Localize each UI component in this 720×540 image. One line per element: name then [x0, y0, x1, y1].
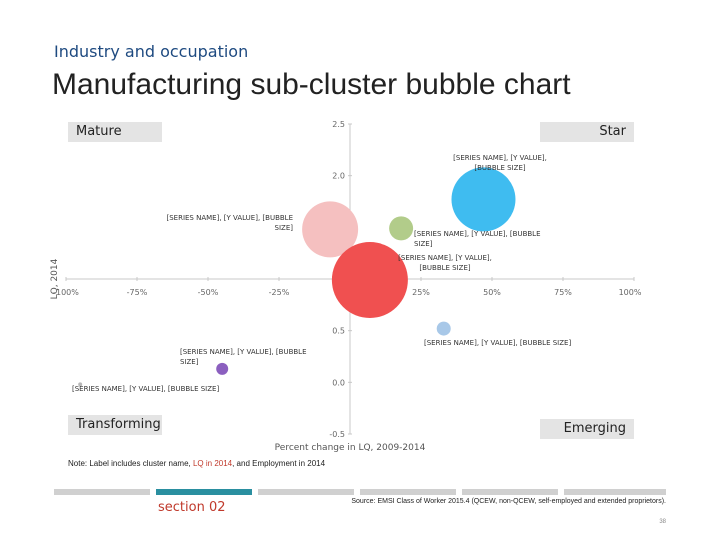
footer-section-nav	[54, 489, 666, 495]
x-tick-label: -100%	[53, 288, 79, 297]
data-label: [SERIES NAME], [Y VALUE], [BUBBLE SIZE]	[166, 214, 293, 232]
data-label: [SERIES NAME], [Y VALUE], [BUBBLE SIZE]	[72, 385, 219, 393]
data-bubble	[389, 216, 414, 241]
x-tick-label: 75%	[554, 288, 572, 297]
footer-section-label[interactable]: section 02	[158, 500, 226, 515]
footer-source: Source: EMSI Class of Worker 2015.4 (QCE…	[351, 498, 666, 505]
data-bubble	[302, 201, 359, 258]
footer-section-bar[interactable]	[258, 489, 354, 495]
y-tick-label: 2.5	[332, 120, 345, 129]
chart-note: Note: Label includes cluster name, LQ in…	[68, 459, 325, 468]
quadrant-label-mature: Mature	[68, 122, 162, 142]
data-label: [SERIES NAME], [Y VALUE], [BUBBLE SIZE]	[424, 339, 571, 347]
note-prefix: Note: Label includes cluster name,	[68, 459, 193, 468]
x-tick-label: -25%	[269, 288, 290, 297]
data-bubble	[451, 167, 516, 232]
data-label: [SERIES NAME], [Y VALUE], [BUBBLE SIZE]	[180, 348, 307, 366]
y-tick-label: -0.5	[329, 430, 345, 439]
data-label: [SERIES NAME], [Y VALUE], [BUBBLE SIZE]	[453, 154, 547, 172]
y-tick-label: 0.0	[332, 378, 345, 387]
data-bubble	[436, 321, 451, 336]
x-tick-label: 50%	[483, 288, 501, 297]
x-tick-label: -50%	[198, 288, 219, 297]
page-title: Manufacturing sub-cluster bubble chart	[52, 68, 571, 101]
quadrant-label-transforming: Transforming	[68, 415, 162, 435]
quadrant-label-star: Star	[540, 122, 634, 142]
x-tick-label: 100%	[619, 288, 642, 297]
data-bubble	[216, 362, 229, 375]
chart-data-labels: [SERIES NAME], [Y VALUE], [BUBBLE SIZE] [S…	[72, 154, 571, 393]
chart-bubbles	[78, 167, 516, 387]
x-tick-label: -75%	[127, 288, 148, 297]
data-bubble	[78, 382, 83, 387]
note-highlight: LQ in 2014	[192, 459, 233, 468]
footer-section-bar[interactable]	[462, 489, 558, 495]
section-eyebrow: Industry and occupation	[54, 42, 249, 61]
y-axis-title: LQ, 2014	[50, 258, 60, 299]
data-bubble	[331, 242, 408, 319]
footer-section-bar-active[interactable]	[156, 489, 252, 495]
x-axis-title: Percent change in LQ, 2009-2014	[275, 443, 426, 453]
page-number: 38	[659, 519, 666, 525]
footer-section-bar[interactable]	[360, 489, 456, 495]
quadrant-label-emerging: Emerging	[540, 419, 634, 439]
data-label: [SERIES NAME], [Y VALUE], [BUBBLE SIZE]	[414, 230, 541, 248]
y-tick-label: 2.0	[332, 172, 345, 181]
x-tick-label: 25%	[412, 288, 430, 297]
y-tick-label: 0.5	[332, 327, 345, 336]
footer-section-bar[interactable]	[564, 489, 666, 495]
data-label: [SERIES NAME], [Y VALUE], [BUBBLE SIZE]	[398, 254, 492, 272]
footer-section-bar[interactable]	[54, 489, 150, 495]
note-suffix: , and Employment in 2014	[232, 459, 326, 468]
